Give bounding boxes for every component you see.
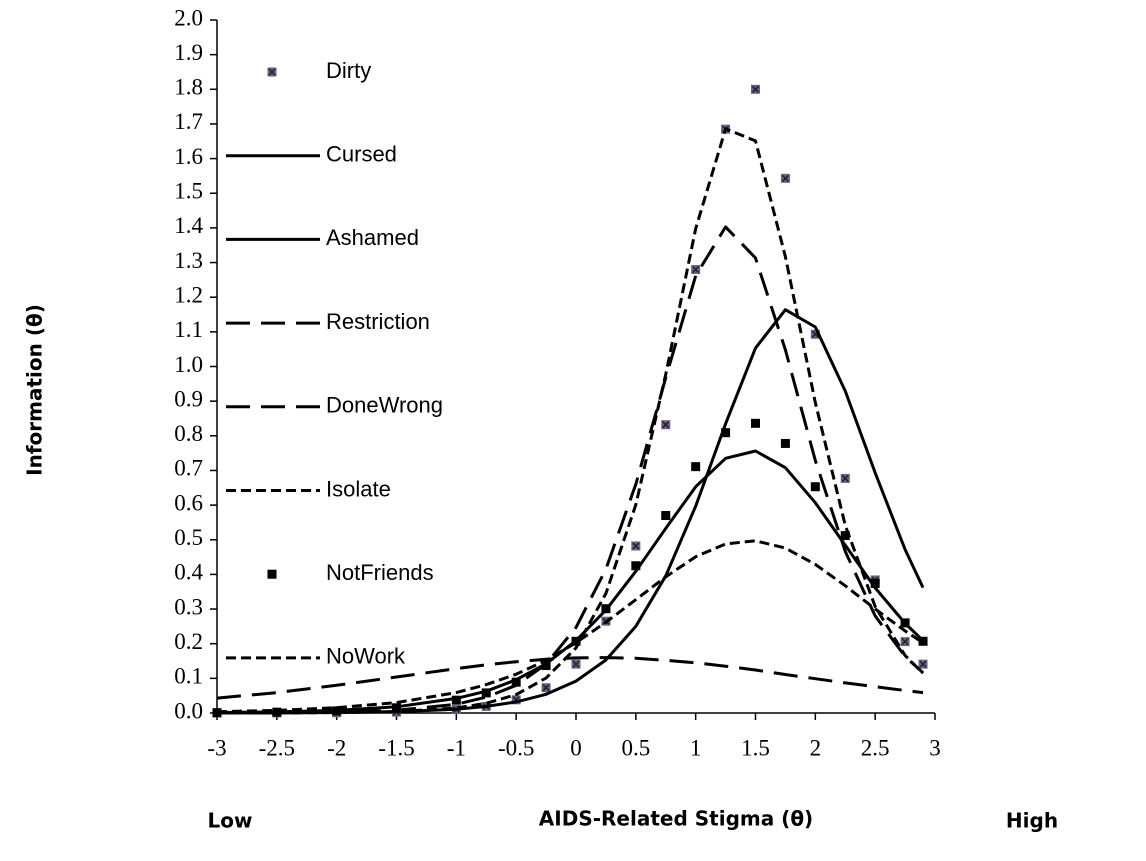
marker-cross [751, 85, 760, 93]
marker [601, 604, 611, 614]
marker [571, 636, 581, 646]
series-line [216, 127, 925, 715]
y-tick-label: 1.4 [174, 213, 203, 238]
marker [541, 683, 551, 693]
marker [571, 659, 581, 669]
marker [840, 473, 850, 483]
series-line [216, 656, 924, 700]
legend-label: Cursed [326, 142, 397, 167]
legend-label: Ashamed [326, 225, 419, 250]
annotation: Low [208, 809, 253, 833]
marker [267, 67, 277, 77]
legend-label: Isolate [326, 476, 391, 501]
y-tick-label: 1.1 [174, 317, 203, 342]
marker-cross [542, 684, 550, 692]
y-tick-label: 0.7 [174, 456, 203, 481]
annotation: High [1006, 809, 1058, 833]
marker-cross [632, 542, 640, 550]
marker [631, 561, 641, 571]
marker [661, 420, 671, 430]
marker [691, 264, 701, 274]
y-tick-label: 0.5 [174, 525, 203, 550]
marker-cross [781, 174, 789, 182]
x-tick-label: 1.5 [741, 735, 770, 760]
marker [810, 482, 820, 492]
marker-cross [841, 474, 849, 482]
x-tick-label: 2 [810, 735, 822, 760]
marker [751, 418, 760, 428]
marker [751, 84, 760, 94]
marker-cross [692, 265, 700, 274]
y-tick-label: 1.9 [174, 40, 203, 65]
series-line [216, 225, 925, 715]
y-tick-label: 0.8 [174, 421, 203, 446]
marker [631, 541, 641, 551]
legend-label: NoWork [326, 644, 406, 669]
marker [691, 462, 701, 472]
x-tick-label: -2.5 [259, 735, 295, 760]
marker-cross [662, 421, 670, 429]
marker [392, 703, 401, 713]
y-tick-label: 1.6 [174, 144, 203, 169]
marker-cross [919, 660, 927, 668]
marker [780, 438, 790, 448]
marker [721, 428, 731, 438]
legend-label: NotFriends [326, 560, 434, 585]
y-tick-label: 0.0 [174, 698, 203, 723]
y-tick-label: 0.3 [174, 594, 203, 619]
marker [918, 659, 928, 669]
marker-cross [268, 68, 276, 76]
marker [918, 636, 928, 646]
y-tick-label: 2.0 [174, 5, 203, 30]
series-line [216, 308, 925, 715]
x-axis-title: AIDS-Related Stigma (θ) [539, 807, 813, 831]
marker [780, 173, 790, 183]
marker [541, 661, 551, 671]
x-tick-label: -3 [207, 735, 226, 760]
marker [212, 708, 222, 718]
marker-cross [901, 638, 909, 646]
y-tick-label: 0.4 [174, 560, 203, 585]
x-tick-label: -0.5 [498, 735, 534, 760]
x-tick-label: 0 [570, 735, 582, 760]
legend-label: DoneWrong [326, 393, 443, 418]
y-tick-label: 0.6 [174, 490, 203, 515]
y-axis-title: Information (θ) [23, 304, 47, 476]
marker [900, 618, 910, 628]
marker [451, 695, 461, 705]
y-tick-label: 1.5 [174, 179, 203, 204]
y-tick-label: 1.2 [174, 282, 203, 307]
y-tick-label: 0.1 [174, 664, 203, 689]
y-tick-label: 1.7 [174, 109, 203, 134]
x-tick-label: 0.5 [621, 735, 650, 760]
series-line [216, 449, 925, 714]
x-tick-label: 3 [929, 735, 941, 760]
y-tick-label: 0.9 [174, 386, 203, 411]
legend-label: Dirty [326, 58, 371, 83]
marker-cross [572, 660, 580, 668]
series-line [216, 539, 924, 714]
marker [272, 707, 282, 717]
x-tick-label: -2 [327, 735, 346, 760]
marker [900, 637, 910, 647]
marker [511, 677, 521, 687]
x-tick-label: -1.5 [378, 735, 414, 760]
marker [332, 706, 342, 716]
marker [481, 688, 491, 698]
x-tick-label: 1 [690, 735, 702, 760]
marker [840, 531, 850, 541]
legend-label: Restriction [326, 309, 430, 334]
marker [870, 578, 880, 588]
y-tick-label: 0.2 [174, 629, 203, 654]
y-tick-label: 1.0 [174, 352, 203, 377]
y-tick-label: 1.3 [174, 248, 203, 273]
marker [661, 510, 671, 520]
x-tick-label: 2.5 [861, 735, 890, 760]
marker [267, 569, 277, 579]
x-tick-label: -1 [447, 735, 466, 760]
y-tick-label: 1.8 [174, 75, 203, 100]
